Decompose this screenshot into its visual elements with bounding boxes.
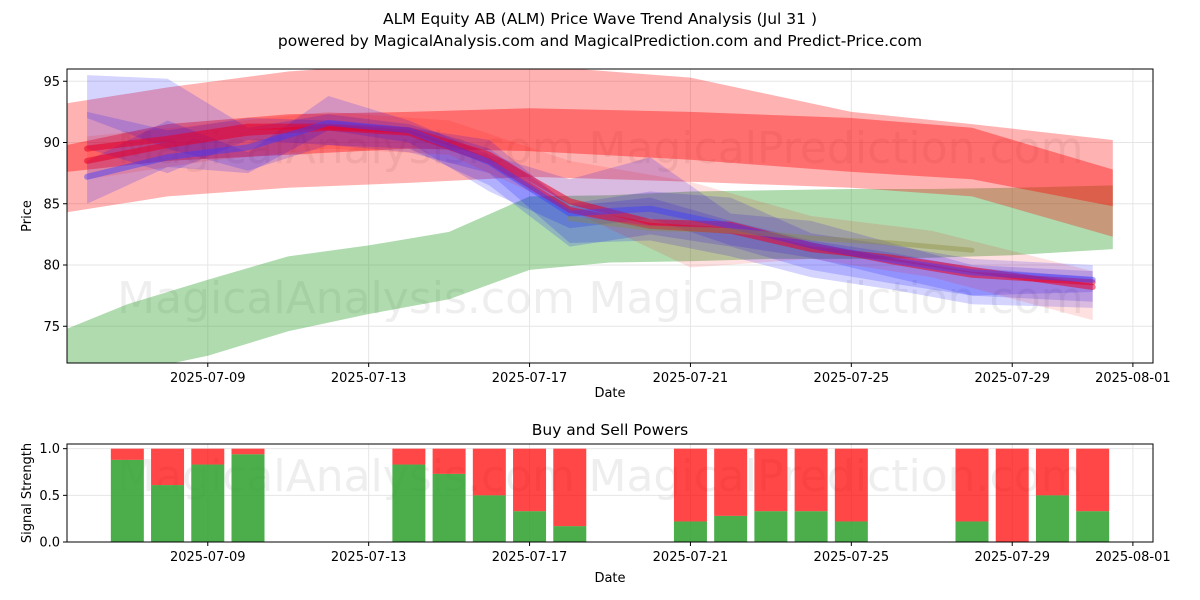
price-ytick-label: 90	[43, 136, 60, 151]
buy-bar	[151, 485, 185, 542]
power-xtick-label: 2025-07-17	[492, 550, 568, 565]
sell-bar	[513, 448, 547, 512]
price-xtick-label: 2025-07-09	[170, 371, 246, 386]
buy-bar	[955, 521, 989, 542]
sell-bar	[110, 448, 144, 460]
price-xtick-label: 2025-08-01	[1095, 371, 1171, 386]
price-ylabel: Price	[20, 200, 35, 232]
buy-bar	[432, 473, 466, 542]
price-ytick-label: 80	[43, 259, 60, 274]
olive-wave	[567, 216, 975, 253]
chart-title: ALM Equity AB (ALM) Price Wave Trend Ana…	[383, 10, 817, 28]
sell-bar	[1076, 448, 1110, 512]
buy-bar	[110, 459, 144, 542]
buy-bar	[714, 515, 748, 542]
buy-bar	[1035, 495, 1069, 542]
power-xtick-label: 2025-08-01	[1095, 550, 1171, 565]
watermark: MagicalPrediction.com	[589, 123, 1084, 174]
sell-bar	[191, 448, 225, 465]
price-ytick-label: 95	[43, 75, 60, 90]
buy-bar	[231, 454, 265, 542]
watermark: MagicalAnalysis.com	[117, 273, 575, 324]
sell-bar	[472, 448, 506, 496]
sell-bar	[714, 448, 748, 516]
watermark: MagicalPrediction.com	[589, 273, 1084, 324]
blue-wave-1	[84, 119, 1096, 283]
sell-bar	[754, 448, 788, 512]
red-upper-wide-band	[67, 69, 1113, 237]
power-xtick-label: 2025-07-25	[814, 550, 890, 565]
buy-bar	[392, 464, 426, 542]
sell-bar	[432, 448, 466, 474]
price-xlabel: Date	[594, 386, 625, 401]
price-frame	[66, 68, 1154, 364]
buy-bar	[834, 521, 868, 542]
sell-bar	[794, 448, 828, 512]
buy-bar	[191, 464, 225, 542]
sell-bar	[834, 448, 868, 522]
price-xtick-label: 2025-07-25	[814, 371, 890, 386]
power-ylabel: Signal Strength	[20, 443, 35, 543]
chart-subtitle: powered by MagicalAnalysis.com and Magic…	[277, 32, 923, 50]
blue-wave-band-2	[87, 96, 1093, 296]
price-xtick-label: 2025-07-29	[974, 371, 1050, 386]
sell-bar	[151, 448, 185, 486]
power-ytick-label: 0.5	[39, 489, 60, 504]
green-support-band	[67, 185, 1113, 363]
price-xtick-label: 2025-07-17	[492, 371, 568, 386]
power-xtick-label: 2025-07-29	[974, 550, 1050, 565]
blue-wave-band-3	[87, 111, 1093, 308]
price-ytick-label: 75	[43, 320, 60, 335]
sell-bar	[392, 448, 426, 465]
power-xtick-label: 2025-07-13	[331, 550, 407, 565]
buy-bar	[553, 526, 587, 542]
buy-bar	[513, 511, 547, 542]
sell-bar	[553, 448, 587, 527]
red-wave-2	[84, 123, 1096, 286]
price-xtick-label: 2025-07-21	[653, 371, 729, 386]
price-plot-area	[67, 69, 1113, 363]
sell-bar	[1035, 448, 1069, 496]
power-xtick-label: 2025-07-09	[170, 550, 246, 565]
buy-bar	[673, 521, 707, 542]
sell-bar	[955, 448, 989, 522]
buy-bar	[1076, 511, 1110, 542]
price-xtick-label: 2025-07-13	[331, 371, 407, 386]
red-wave-1	[84, 124, 1096, 290]
power-xlabel: Date	[594, 571, 625, 586]
buy-bar	[794, 511, 828, 542]
power-xtick-label: 2025-07-21	[653, 550, 729, 565]
blue-wave-band-1	[87, 75, 1093, 302]
power-ytick-label: 0.0	[39, 536, 60, 551]
power-frame	[66, 443, 1154, 543]
red-lower-band	[67, 108, 1113, 207]
power-ytick-label: 1.0	[39, 442, 60, 457]
price-ytick-label: 85	[43, 197, 60, 212]
sell-bar	[673, 448, 707, 522]
sell-bar	[995, 448, 1029, 542]
sell-bar	[231, 448, 265, 455]
power-title: Buy and Sell Powers	[532, 421, 689, 439]
watermark: MagicalAnalysis.com	[117, 451, 575, 502]
buy-bar	[472, 495, 506, 542]
buy-bar	[754, 511, 788, 542]
